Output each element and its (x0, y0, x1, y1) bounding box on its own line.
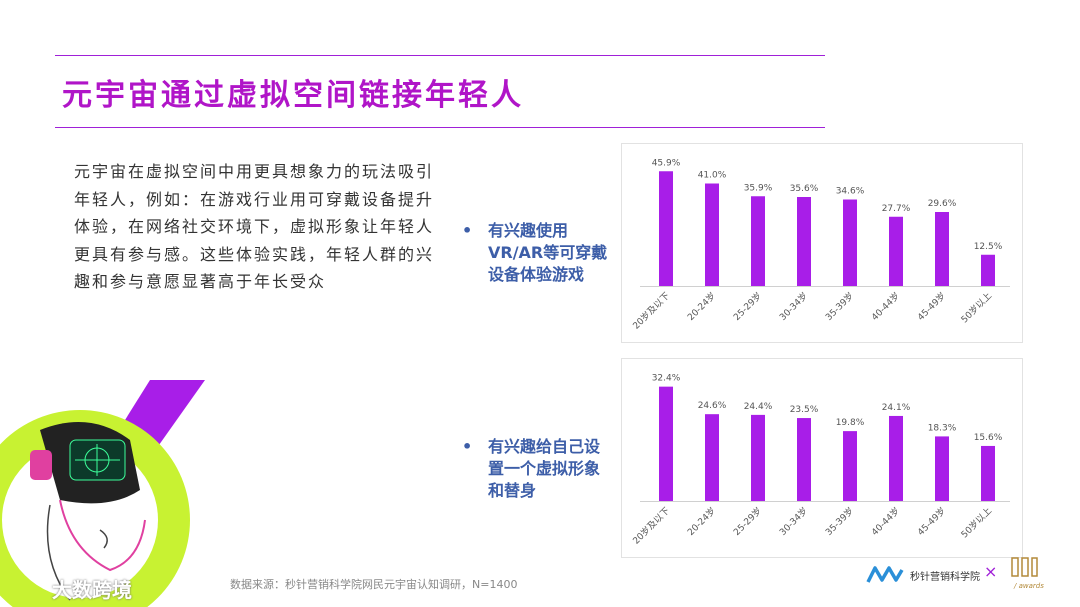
x-tick-label: 35-39岁 (823, 290, 856, 323)
bar (751, 196, 765, 286)
chart-avatar-interest-svg: 32.4% 20岁及以下 24.6% 20-24岁 24.4% 25-29岁 23.5% 30… (630, 374, 1010, 547)
x-tick-label: 20岁及以下 (630, 290, 672, 332)
bullet-dot: • (462, 221, 473, 240)
data-label: 24.4% (744, 402, 773, 412)
data-source-note: 数据来源：秒针营销科学院网民元宇宙认知调研，N=1400 (230, 578, 518, 591)
brand-awards-text: / awards (1014, 582, 1044, 590)
chart-vr-interest-svg: 45.9% 20岁及以下 41.0% 20-24岁 35.9% 25-29岁 35.6% 30… (630, 158, 1010, 332)
x-tick-label: 40-44岁 (869, 290, 902, 323)
bullet-vr-ar: • 有兴趣使用VR/AR等可穿戴设备体验游戏 (462, 220, 612, 286)
x-tick-label: 25-29岁 (731, 505, 764, 538)
x-tick-label: 45-49岁 (915, 505, 948, 538)
data-label: 32.4% (652, 374, 681, 384)
vr-headset-illustration (0, 380, 205, 607)
x-tick-label: 30-34岁 (777, 505, 810, 538)
bar (981, 445, 995, 501)
data-label: 29.6% (928, 199, 957, 209)
data-label: 35.9% (744, 183, 773, 193)
bullet-dot: • (462, 437, 473, 456)
eci-awards-logo-icon (1011, 557, 1038, 577)
data-label: 19.8% (836, 418, 865, 428)
data-label: 24.6% (698, 401, 727, 411)
x-tick-label: 20-24岁 (685, 290, 718, 323)
bullet-text: 有兴趣使用VR/AR等可穿戴设备体验游戏 (488, 221, 608, 284)
bar (935, 212, 949, 286)
x-tick-label: 50岁以上 (958, 290, 994, 326)
mz-logo-icon (866, 566, 904, 583)
page-title: 元宇宙通过虚拟空间链接年轻人 (62, 78, 524, 113)
data-label: 27.7% (882, 204, 911, 214)
bar (659, 386, 673, 501)
bar (705, 183, 719, 286)
x-tick-label: 45-49岁 (915, 290, 948, 323)
title-rule-top (55, 55, 825, 56)
x-tick-label: 20-24岁 (685, 505, 718, 538)
x-tick-label: 30-34岁 (777, 290, 810, 323)
bar (981, 254, 995, 286)
data-label: 41.0% (698, 171, 727, 181)
bar (797, 197, 811, 286)
bar (797, 418, 811, 501)
x-tick-label: 35-39岁 (823, 505, 856, 538)
data-label: 34.6% (836, 187, 865, 197)
watermark: 大数跨境 (52, 578, 132, 602)
chart-avatar-interest: 32.4% 20岁及以下 24.6% 20-24岁 24.4% 25-29岁 23.5% 30… (621, 358, 1023, 558)
bar (843, 431, 857, 501)
data-label: 35.6% (790, 184, 819, 194)
bar (935, 436, 949, 501)
data-label: 15.6% (974, 433, 1003, 443)
bar (659, 171, 673, 286)
x-tick-label: 40-44岁 (869, 505, 902, 538)
bar (889, 216, 903, 286)
data-label: 23.5% (790, 405, 819, 415)
title-rule-bottom (55, 127, 825, 128)
bar (843, 199, 857, 286)
body-paragraph: 元宇宙在虚拟空间中用更具想象力的玩法吸引年轻人，例如：在游戏行业用可穿戴设备提升… (74, 162, 435, 291)
x-tick-label: 25-29岁 (731, 290, 764, 323)
bar (889, 415, 903, 501)
brand-cross: × (984, 562, 998, 581)
data-label: 24.1% (882, 403, 911, 413)
bar (705, 414, 719, 501)
bar (751, 414, 765, 501)
data-label: 18.3% (928, 423, 957, 433)
x-tick-label: 20岁及以下 (630, 505, 672, 547)
data-label: 45.9% (652, 158, 681, 168)
bullet-text: 有兴趣给自己设置一个虚拟形象和替身 (488, 437, 601, 500)
data-label: 12.5% (974, 242, 1003, 252)
brand-name: 秒针营销科学院 (910, 572, 980, 583)
bullet-avatar: • 有兴趣给自己设置一个虚拟形象和替身 (462, 436, 612, 502)
chart-vr-interest: 45.9% 20岁及以下 41.0% 20-24岁 35.9% 25-29岁 35.6% 30… (621, 143, 1023, 343)
x-tick-label: 50岁以上 (958, 505, 994, 541)
